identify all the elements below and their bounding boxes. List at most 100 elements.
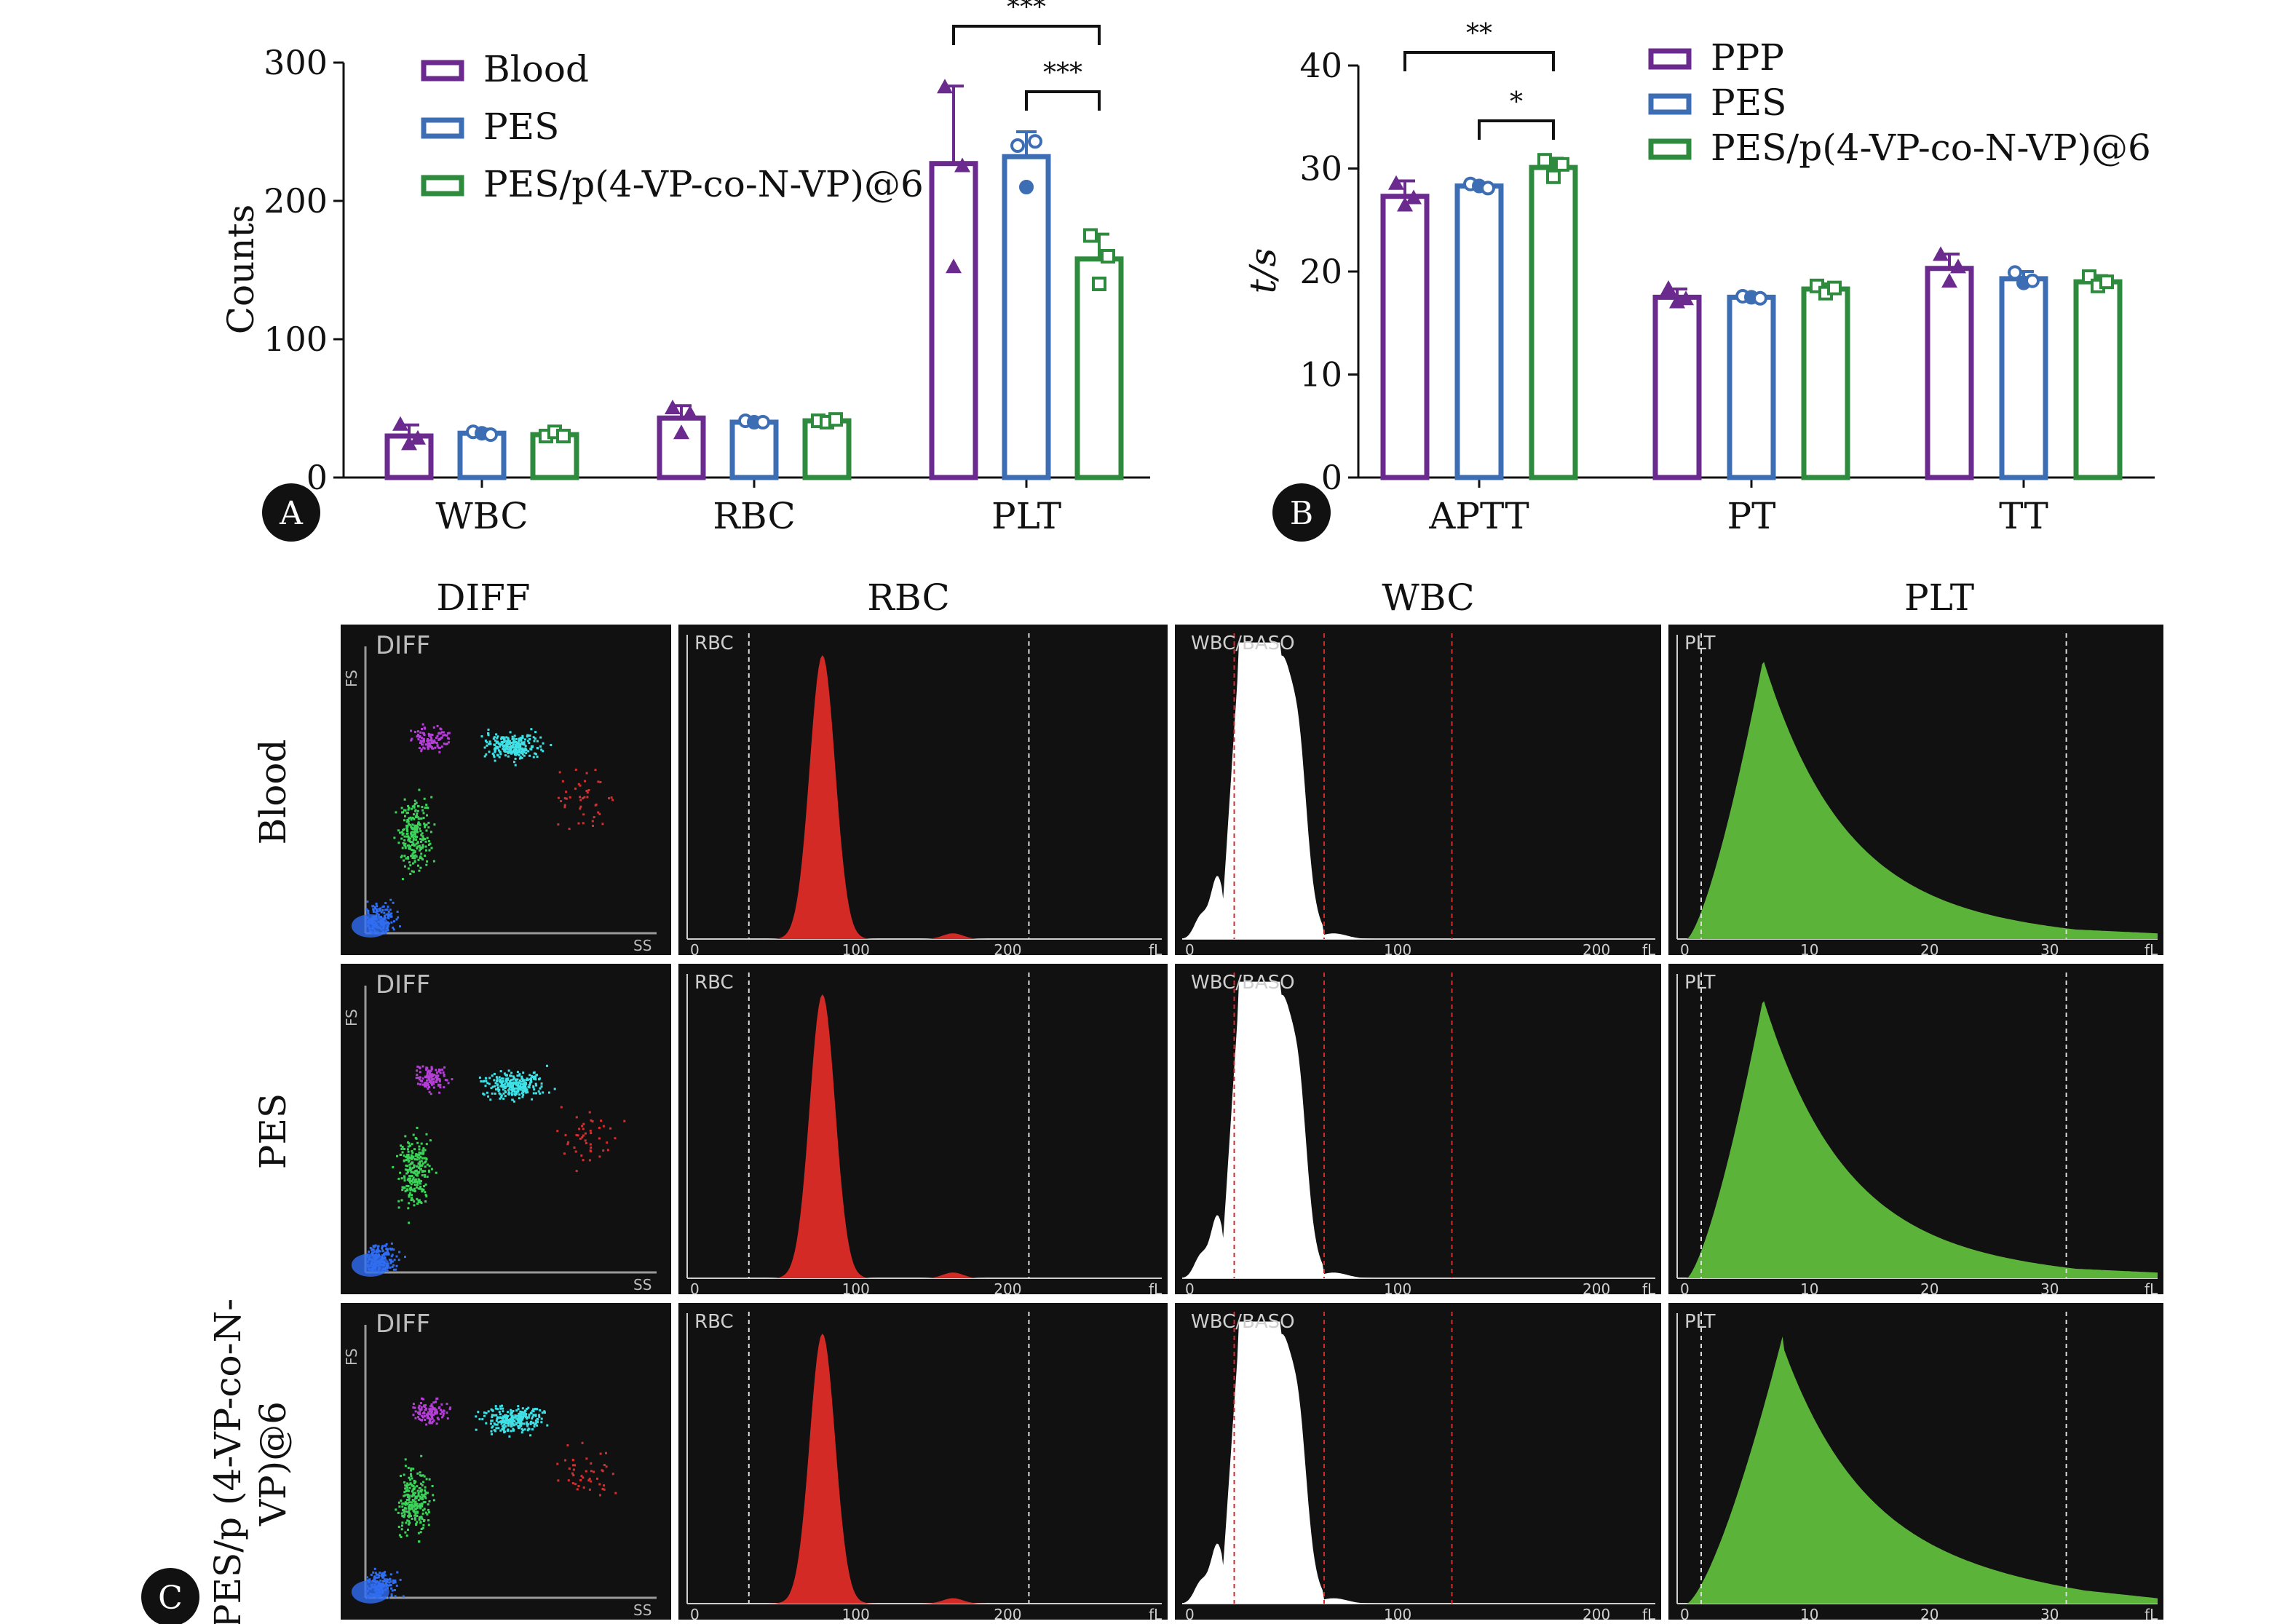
diff-dot <box>494 1082 497 1085</box>
diff-dot <box>502 1077 504 1080</box>
diff-dot <box>490 1430 493 1433</box>
diff-dot <box>430 796 433 799</box>
diff-dot <box>425 1478 428 1481</box>
diff-dot <box>591 1120 594 1122</box>
diff-dot <box>418 1151 421 1154</box>
wbc-tick-label: 0 <box>1185 1606 1195 1623</box>
diff-dot <box>443 1074 445 1077</box>
diff-dot <box>592 825 594 827</box>
diff-dot <box>538 1078 540 1081</box>
diff-scatter-cloud <box>351 1397 617 1604</box>
diff-dot <box>384 914 386 917</box>
panel-label: C <box>158 1580 183 1617</box>
diff-dot <box>413 860 416 863</box>
diff-dot <box>376 1248 379 1251</box>
diff-dot <box>421 1498 424 1500</box>
diff-dot <box>403 835 406 838</box>
diff-dot <box>420 1454 423 1457</box>
diff-dot <box>601 1470 604 1473</box>
diff-dot <box>436 724 439 727</box>
diff-dot <box>404 845 407 848</box>
plt-histogram-area <box>1677 1336 2158 1604</box>
data-point <box>1101 249 1115 264</box>
diff-dot <box>432 1414 435 1417</box>
diff-dot <box>504 1085 507 1088</box>
diff-dot <box>494 1430 497 1433</box>
diff-dot <box>496 1077 499 1080</box>
diff-dot <box>548 1091 550 1094</box>
bar <box>1002 154 1051 480</box>
diff-dot <box>416 1521 419 1524</box>
diff-dot <box>379 909 381 912</box>
diff-dot <box>511 744 514 747</box>
diff-dot <box>515 748 518 751</box>
diff-dot <box>563 804 566 807</box>
diff-dot <box>423 1412 426 1415</box>
diff-dot <box>507 1428 510 1431</box>
diff-dot <box>512 1429 515 1432</box>
diff-dot <box>395 1268 397 1271</box>
diff-dot <box>429 1418 432 1421</box>
diff-lymphocyte-core <box>351 1580 389 1604</box>
diff-dot <box>421 1171 424 1173</box>
diff-dot <box>395 918 398 921</box>
diff-dot <box>392 1582 395 1585</box>
diff-dot <box>526 1425 529 1427</box>
diff-dot <box>397 1526 400 1528</box>
diff-dot <box>367 912 370 915</box>
diff-dot <box>511 1414 514 1417</box>
diff-dot <box>419 1076 421 1079</box>
wbc-tick-label: 200 <box>1583 1280 1610 1298</box>
diff-dot <box>600 1120 603 1122</box>
diff-dot <box>504 754 507 757</box>
diff-dot <box>389 1578 392 1581</box>
diff-dot <box>409 1181 412 1184</box>
diff-dot <box>590 1480 593 1483</box>
diff-dot <box>403 1491 406 1494</box>
diff-dot <box>423 1415 426 1417</box>
diff-dot <box>504 1082 507 1085</box>
diff-dot <box>534 1419 537 1422</box>
diff-dot <box>526 1091 529 1094</box>
diff-dot <box>408 1202 411 1205</box>
diff-dot <box>536 1418 539 1421</box>
diff-dot <box>419 848 422 850</box>
wbc-tick-label: 200 <box>1583 1606 1610 1623</box>
diff-dot <box>418 788 421 791</box>
diff-dot <box>392 901 395 904</box>
y-tick-label: 40 <box>1299 46 1342 85</box>
diff-dot <box>427 732 430 735</box>
diff-dot <box>482 1092 485 1095</box>
diff-dot <box>420 1474 423 1477</box>
diff-dot <box>513 740 516 743</box>
diff-dot <box>418 1404 421 1407</box>
diff-dot <box>412 1176 415 1179</box>
diff-dot <box>515 743 518 746</box>
diff-dot <box>410 1187 413 1189</box>
data-point <box>1537 153 1552 168</box>
diff-dot <box>405 833 408 836</box>
diff-dot <box>513 1100 515 1103</box>
diff-dot <box>428 1075 431 1078</box>
diff-dot <box>404 815 406 817</box>
diff-dot <box>416 827 419 830</box>
diff-dot <box>416 1065 419 1068</box>
diff-dot <box>449 1406 452 1409</box>
diff-dot <box>418 1078 421 1081</box>
diff-dot <box>501 1085 504 1088</box>
diff-dot <box>424 1491 427 1494</box>
diff-dot <box>412 1133 415 1136</box>
diff-dot <box>503 738 506 741</box>
diff-dot <box>426 1082 429 1085</box>
x-tick-label: PT <box>1727 495 1776 537</box>
diff-dot <box>419 827 421 830</box>
diff-dot <box>518 751 521 754</box>
diff-dot <box>533 1425 536 1428</box>
diff-dot <box>510 1419 512 1422</box>
diff-dot <box>447 1082 450 1085</box>
diff-dot <box>496 737 499 740</box>
diff-dot <box>504 1090 507 1093</box>
diff-dot <box>485 1411 488 1414</box>
diff-dot <box>411 844 413 846</box>
